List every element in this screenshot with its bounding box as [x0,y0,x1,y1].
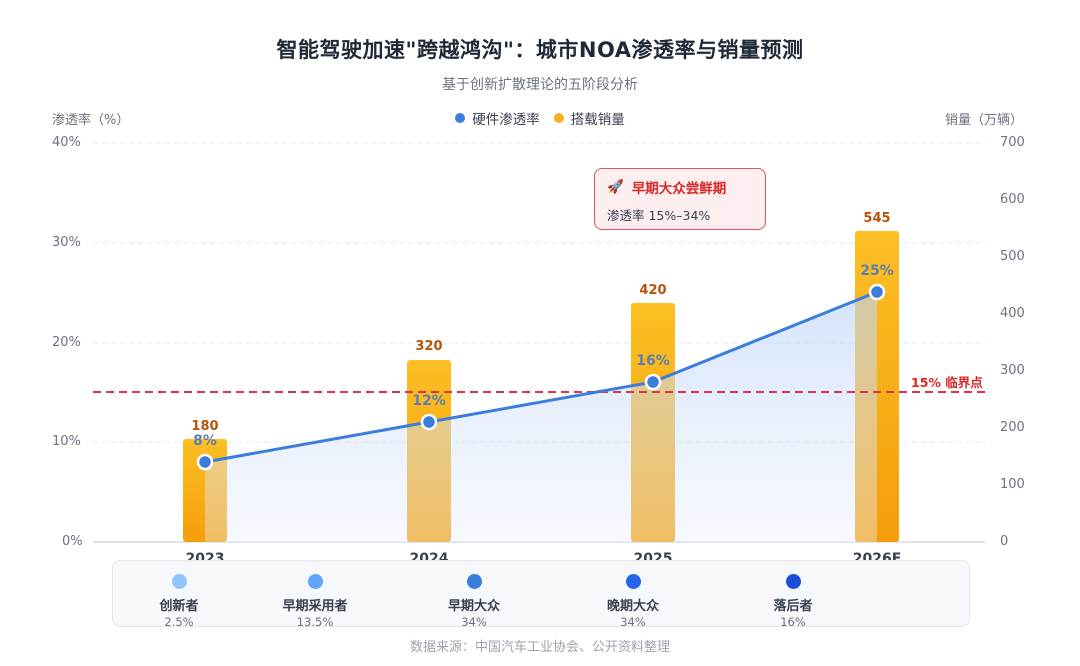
point-2025 [644,373,662,391]
pct-label: 12% [412,393,446,409]
rocket-icon: 🚀 [607,179,624,195]
stage-pct: 2.5% [164,615,194,629]
legend-item-sales[interactable]: 搭载销量 [553,108,625,128]
right-tick: 400 [1000,306,1025,321]
left-tick: 10% [52,434,81,449]
pct-label: 8% [193,433,217,449]
legend-label: 硬件渗透率 [472,112,540,128]
right-tick: 200 [1000,420,1025,435]
chart-title: 智能驾驶加速"跨越鸿沟"：城市NOA渗透率与销量预测 [276,38,804,62]
circle-icon [307,574,323,589]
circle-icon [785,574,801,589]
stage-name: 早期采用者 [282,599,348,614]
left-tick: 0% [62,534,83,549]
penetration-area [205,292,877,542]
stage-pct: 34% [620,615,646,629]
circle-icon [466,574,482,589]
stage-laggards: 落后者 16% [733,561,853,629]
stage-late-majority: 晚期大众 34% [573,561,693,629]
right-tick: 500 [1000,249,1025,264]
right-tick: 700 [1000,135,1025,150]
left-axis-title: 渗透率（%） [52,113,130,128]
left-tick: 40% [52,135,81,150]
annotation-callout: 🚀 早期大众尝鲜期 渗透率 15%–34% [594,168,766,230]
legend-item-penetration[interactable]: 硬件渗透率 [455,108,540,128]
data-source: 数据来源：中国汽车工业协会、公开资料整理 [409,640,670,655]
stage-pct: 16% [780,615,806,629]
penetration-points [196,283,886,471]
circle-icon [171,574,187,589]
bar-value-label: 320 [415,339,443,354]
penetration-line [204,290,878,464]
point-2023 [196,453,214,471]
point-2024 [420,413,438,431]
right-tick: 0 [1000,534,1009,549]
right-tick: 600 [1000,192,1025,207]
stage-pct: 34% [461,615,487,629]
callout-title: 早期大众尝鲜期 [631,181,727,197]
stage-pct: 13.5% [296,615,334,629]
right-tick: 100 [1000,477,1025,492]
circle-icon [553,113,564,123]
right-tick: 300 [1000,363,1025,378]
pct-label: 16% [636,353,670,369]
circle-icon [625,574,641,589]
legend-label: 搭载销量 [570,112,625,128]
bar-value-label: 420 [639,283,667,298]
adoption-stages-panel: 创新者 2.5% 早期采用者 13.5% 早期大众 34% 晚期大众 34% 落… [112,560,970,629]
bar-value-label: 545 [863,211,891,226]
stage-early-adopters: 早期采用者 13.5% [255,561,375,629]
stage-name: 晚期大众 [606,599,659,614]
stage-early-majority: 早期大众 34% [414,561,534,629]
left-tick: 20% [52,335,81,350]
point-2026E [868,283,886,301]
stage-name: 早期大众 [447,599,500,614]
stage-name: 落后者 [773,599,813,614]
circle-icon [455,113,466,123]
legend: 硬件渗透率 搭载销量 [0,108,1080,128]
stage-name: 创新者 [159,599,199,614]
threshold-label: 15% 临界点 [911,375,983,390]
callout-subtitle: 渗透率 15%–34% [607,208,711,223]
pct-label: 25% [860,263,894,279]
chart-subtitle: 基于创新扩散理论的五阶段分析 [442,77,638,93]
left-tick: 30% [52,235,81,250]
stage-innovators: 创新者 2.5% [119,561,239,629]
right-axis-title: 销量（万辆） [944,113,1023,128]
bar-value-label: 180 [191,419,219,434]
